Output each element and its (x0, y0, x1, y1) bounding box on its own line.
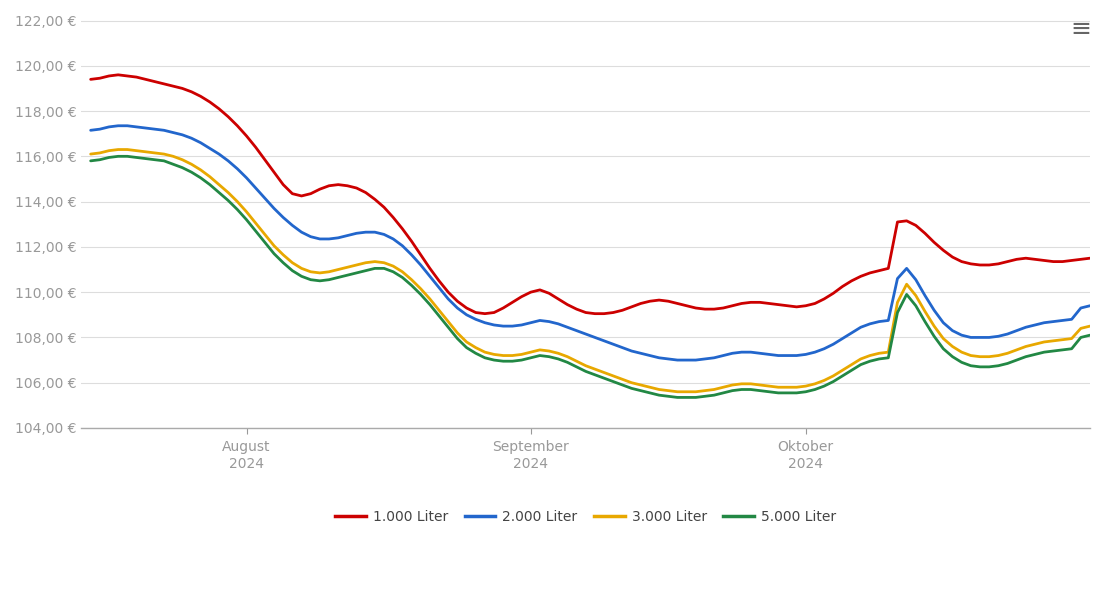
2.000 Liter (84, 126, 97, 134)
1.000 Liter (809, 300, 822, 307)
2.000 Liter (1038, 319, 1051, 326)
1.000 Liter (387, 214, 400, 221)
3.000 Liter (112, 146, 125, 153)
5.000 Liter (551, 355, 565, 362)
3.000 Liter (84, 150, 97, 158)
5.000 Liter (809, 386, 822, 393)
5.000 Liter (1038, 349, 1051, 356)
3.000 Liter (387, 262, 400, 270)
5.000 Liter (1074, 334, 1087, 341)
3.000 Liter (579, 362, 592, 370)
2.000 Liter (579, 330, 592, 338)
2.000 Liter (1074, 305, 1087, 312)
1.000 Liter (1038, 257, 1051, 264)
Line: 2.000 Liter: 2.000 Liter (91, 126, 1090, 360)
3.000 Liter (809, 380, 822, 388)
5.000 Liter (84, 157, 97, 164)
3.000 Liter (1083, 323, 1096, 330)
1.000 Liter (560, 301, 573, 308)
2.000 Liter (1083, 302, 1096, 309)
5.000 Liter (387, 268, 400, 275)
Text: ≡: ≡ (1071, 17, 1092, 41)
Legend: 1.000 Liter, 2.000 Liter, 3.000 Liter, 5.000 Liter: 1.000 Liter, 2.000 Liter, 3.000 Liter, 5… (330, 504, 842, 529)
1.000 Liter (84, 76, 97, 83)
3.000 Liter (551, 350, 565, 357)
Line: 5.000 Liter: 5.000 Liter (91, 157, 1090, 397)
Line: 1.000 Liter: 1.000 Liter (91, 75, 1090, 314)
5.000 Liter (1083, 332, 1096, 339)
2.000 Liter (551, 320, 565, 327)
1.000 Liter (1074, 256, 1087, 263)
2.000 Liter (809, 349, 822, 356)
1.000 Liter (478, 310, 492, 317)
3.000 Liter (671, 388, 684, 396)
3.000 Liter (1074, 324, 1087, 332)
5.000 Liter (579, 368, 592, 375)
1.000 Liter (1083, 255, 1096, 262)
Line: 3.000 Liter: 3.000 Liter (91, 149, 1090, 392)
5.000 Liter (112, 153, 125, 160)
2.000 Liter (671, 356, 684, 364)
2.000 Liter (112, 122, 125, 129)
1.000 Liter (112, 71, 125, 78)
1.000 Liter (588, 310, 601, 317)
5.000 Liter (671, 394, 684, 401)
2.000 Liter (387, 235, 400, 243)
3.000 Liter (1038, 338, 1051, 346)
